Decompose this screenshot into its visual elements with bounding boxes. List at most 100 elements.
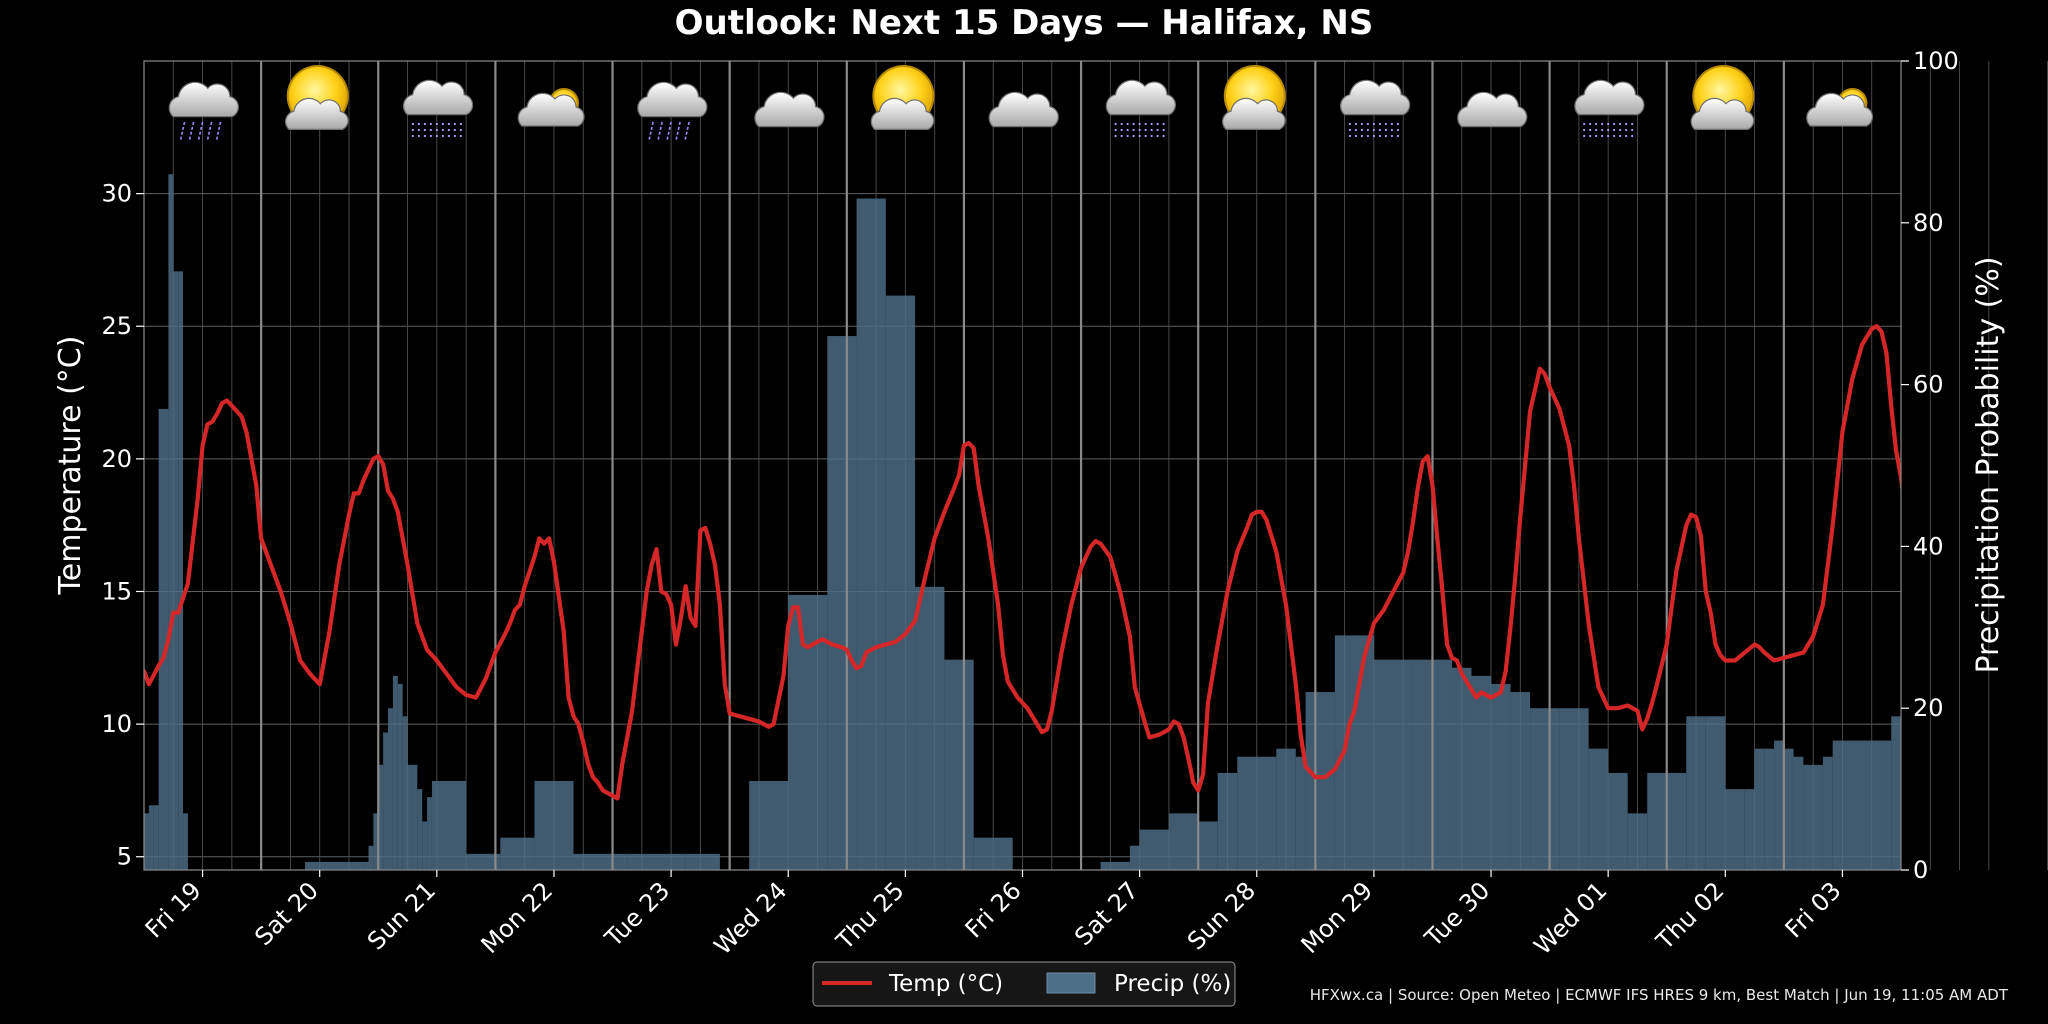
y-right-tick-label: 60 — [1913, 371, 1944, 399]
drizzle-dot — [1607, 128, 1610, 132]
drizzle-dot — [459, 128, 462, 132]
y-left-ticks: 5 10 15 20 25 30 — [101, 180, 144, 871]
drizzle-dot — [1589, 128, 1592, 132]
precip-bar — [2008, 660, 2018, 870]
drizzle-dot — [1595, 122, 1598, 126]
drizzle-dot — [1601, 122, 1604, 126]
rain-streak — [684, 121, 690, 141]
drizzle-dot — [1396, 122, 1399, 126]
cloud-shape — [1574, 79, 1645, 116]
drizzle-dot — [435, 128, 438, 132]
precip-bar — [373, 813, 379, 870]
drizzle-dot — [1138, 128, 1141, 132]
drizzle-dot — [1144, 122, 1147, 126]
drizzle-dot — [447, 128, 450, 132]
legend-precip-swatch — [1046, 972, 1096, 994]
precip-bar — [1822, 756, 1833, 870]
precip-bar — [412, 764, 418, 870]
drizzle-dot — [1156, 128, 1159, 132]
drizzle-dot — [1390, 128, 1393, 132]
precip-bar — [407, 764, 413, 870]
sun-cloud-icon — [1690, 65, 1755, 130]
precip-bar — [368, 845, 374, 870]
drizzle-dot — [459, 134, 462, 138]
drizzle-dot — [1384, 128, 1387, 132]
x-tick-label: Sat 20 — [249, 876, 324, 951]
attribution: HFXwx.ca | Source: Open Meteo | ECMWF IF… — [1310, 986, 2009, 1004]
precip-bar — [627, 853, 686, 870]
drizzle-dot — [1390, 134, 1393, 138]
precip-bar — [173, 271, 179, 870]
precip-bar — [1832, 740, 1882, 870]
drizzle-dot — [1138, 122, 1141, 126]
weather-icons — [168, 65, 1874, 141]
x-tick-label: Sun 21 — [362, 876, 441, 955]
cloud-shape — [1340, 79, 1411, 116]
x-ticks: Fri 19 Sat 20 Sun 21 Mon 22 Tue 23 Wed 24 Thu … — [140, 870, 1847, 960]
drizzle-dot — [1631, 128, 1634, 132]
cloud-shape — [754, 91, 825, 128]
precip-bar — [436, 781, 467, 870]
legend-precip-label: Precip (%) — [1114, 971, 1231, 997]
precip-bar — [885, 295, 916, 870]
precip-bar — [685, 853, 720, 870]
precip-bar — [1295, 756, 1306, 870]
rain-streak — [206, 121, 213, 141]
y-left-tick-label: 25 — [101, 312, 132, 340]
precip-bar — [1764, 748, 1775, 870]
precip-bar — [1588, 748, 1609, 870]
precip-bar — [2018, 668, 2028, 870]
sun-cloud-icon — [1222, 65, 1286, 130]
drizzle-dot — [1348, 128, 1351, 132]
drizzle-dot — [411, 134, 414, 138]
precip-bar — [1999, 660, 2009, 870]
drizzle-dot — [435, 134, 438, 138]
drizzle-dot — [1613, 128, 1616, 132]
cloud-shape — [870, 97, 935, 130]
precip-bar — [1647, 772, 1667, 870]
precip-bar — [1237, 756, 1257, 870]
drizzle-dot — [429, 122, 432, 126]
drizzle-dot — [1631, 134, 1634, 138]
precip-bar — [1774, 740, 1784, 870]
rain-streak — [657, 121, 663, 141]
day-separators — [260, 61, 1785, 870]
sun-cloud-icon — [285, 65, 349, 130]
precip-bar — [163, 408, 169, 870]
precip-bar — [144, 813, 149, 870]
x-tick-label: Wed 24 — [709, 876, 793, 960]
drizzle-dot — [1120, 128, 1123, 132]
drizzle-dot — [1144, 134, 1147, 138]
drizzle-dot — [1396, 128, 1399, 132]
precip-bar — [168, 174, 174, 870]
precip-bar — [1950, 635, 1960, 870]
drizzle-dot — [1138, 134, 1141, 138]
drizzle-dot — [1631, 122, 1634, 126]
cloud-drizzle-icon — [1574, 79, 1645, 138]
precip-bar — [1754, 748, 1765, 870]
drizzle-dot — [417, 122, 420, 126]
precip-bar — [856, 198, 886, 870]
drizzle-dot — [1378, 128, 1381, 132]
precip-bar — [1989, 676, 1999, 870]
drizzle-dot — [1150, 122, 1153, 126]
drizzle-dot — [1583, 134, 1586, 138]
y-left-axis-label: Temperature (°C) — [53, 336, 88, 596]
precip-bar — [1373, 659, 1413, 870]
precip-bar — [305, 861, 364, 870]
precip-bar — [1100, 861, 1130, 870]
drizzle-dot — [1595, 134, 1598, 138]
y-right-tick-label: 80 — [1913, 209, 1944, 237]
drizzle-dot — [1366, 122, 1369, 126]
drizzle-dot — [1162, 128, 1165, 132]
drizzle-dot — [1619, 128, 1622, 132]
drizzle-dot — [1613, 134, 1616, 138]
x-tick-label: Thu 02 — [1650, 876, 1729, 955]
drizzle-dot — [1625, 134, 1628, 138]
drizzle-dot — [1132, 134, 1135, 138]
precip-bar — [388, 708, 393, 870]
drizzle-dot — [1348, 122, 1351, 126]
drizzle-dot — [1162, 134, 1165, 138]
cloud-icon — [754, 91, 825, 128]
drizzle-dot — [1120, 134, 1123, 138]
